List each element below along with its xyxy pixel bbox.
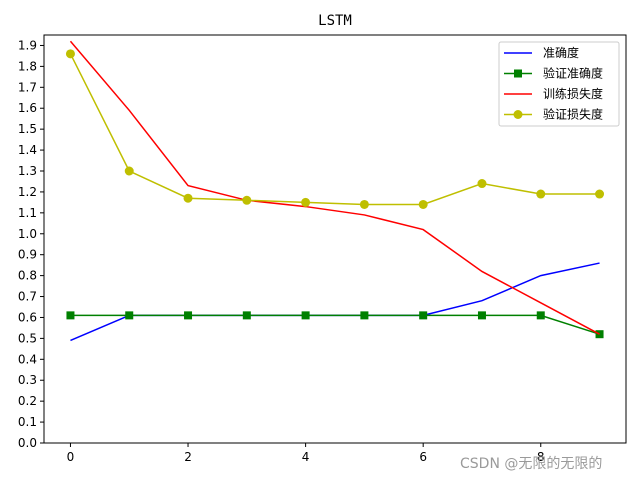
data-point: [477, 311, 486, 320]
y-tick-label: 1.7: [18, 80, 37, 94]
series-0: [70, 262, 600, 342]
series-layer: [65, 40, 605, 342]
y-tick-label: 0.9: [18, 248, 37, 262]
legend-item: 准确度: [504, 45, 579, 60]
legend-marker: [514, 69, 522, 78]
y-tick-label: 1.3: [18, 164, 37, 178]
series-line: [70, 314, 600, 335]
series-line: [69, 53, 600, 206]
data-point: [183, 193, 193, 203]
x-tick-label: 8: [537, 450, 545, 464]
data-point: [184, 311, 193, 320]
data-point: [359, 199, 369, 209]
legend-label: 训练损失度: [543, 86, 603, 101]
series-line: [69, 40, 600, 335]
data-point: [419, 311, 428, 320]
data-point: [242, 195, 252, 205]
data-point: [66, 311, 75, 320]
series-3: [65, 49, 605, 209]
data-point: [124, 166, 134, 176]
y-tick-label: 1.1: [18, 206, 37, 220]
legend-item: 训练损失度: [504, 86, 603, 101]
data-point: [301, 197, 311, 207]
legend-label: 验证准确度: [543, 66, 603, 81]
data-point: [536, 189, 546, 199]
series-line: [70, 262, 600, 342]
data-point: [65, 49, 75, 59]
legend-item: 验证准确度: [504, 66, 603, 81]
x-tick-label: 2: [184, 450, 192, 464]
chart-title: LSTM: [318, 13, 352, 29]
series-1: [66, 311, 604, 339]
y-tick-label: 1.6: [18, 101, 37, 115]
data-point: [360, 311, 369, 320]
legend-box: [498, 41, 620, 127]
y-tick-label: 0.8: [18, 269, 37, 283]
y-tick-label: 1.0: [18, 227, 37, 241]
y-tick-label: 0.3: [18, 373, 37, 387]
data-point: [536, 311, 545, 320]
y-tick-label: 1.9: [18, 38, 37, 52]
y-tick-label: 0.4: [18, 352, 37, 366]
plot-frame: [43, 34, 627, 444]
series-2: [69, 40, 600, 335]
y-tick-label: 0.0: [18, 436, 37, 450]
legend-label: 准确度: [543, 45, 579, 60]
y-tick-label: 0.6: [18, 310, 37, 324]
y-tick-label: 1.4: [18, 143, 37, 157]
watermark-text: CSDN @无限的无限的: [460, 456, 603, 472]
data-point: [242, 311, 251, 320]
legend-label: 验证损失度: [543, 107, 603, 122]
y-tick-label: 1.2: [18, 185, 37, 199]
y-tick-label: 0.2: [18, 394, 37, 408]
data-point: [418, 199, 428, 209]
y-tick-label: 1.5: [18, 122, 37, 136]
axes-layer: 0.0 0.1 0.2 0.3 0.4 0.5 0.6 0.7 0.8 0.9 1.0 1.1 1.2 1…: [18, 34, 627, 464]
legend-marker: [513, 110, 523, 119]
data-point: [301, 311, 310, 320]
y-tick-label: 0.1: [18, 415, 37, 429]
y-tick-label: 0.5: [18, 331, 37, 345]
y-tick-label: 0.7: [18, 290, 37, 304]
data-point: [595, 189, 605, 199]
data-point: [125, 311, 134, 320]
x-tick-label: 6: [419, 450, 427, 464]
x-tick-label: 4: [302, 450, 310, 464]
y-tick-label: 1.8: [18, 59, 37, 73]
data-point: [477, 179, 487, 189]
x-tick-label: 0: [67, 450, 75, 464]
legend-item: 验证损失度: [504, 107, 603, 122]
